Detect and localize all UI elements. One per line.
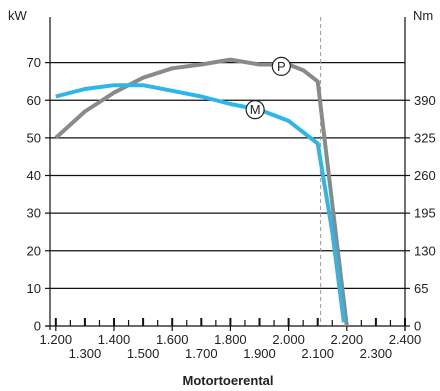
x-axis-tick-label: 1.300 bbox=[69, 346, 102, 361]
right-axis-tick-label: 130 bbox=[414, 243, 436, 258]
x-axis-label: Motortoerental bbox=[183, 373, 274, 388]
x-axis-tick-label: 1.800 bbox=[214, 332, 247, 347]
right-axis-tick-label: 325 bbox=[414, 130, 436, 145]
x-axis-tick-label: 2.100 bbox=[301, 346, 334, 361]
x-axis-tick-label: 1.700 bbox=[185, 346, 218, 361]
series-line-m bbox=[55, 83, 346, 323]
left-axis-tick-label: 60 bbox=[27, 93, 41, 108]
x-axis-tick-label: 2.000 bbox=[272, 332, 305, 347]
left-axis-unit: kW bbox=[8, 8, 28, 23]
left-axis-tick-label: 0 bbox=[34, 319, 41, 334]
series-marker-label-m: M bbox=[250, 102, 261, 117]
series-marker-m bbox=[245, 100, 265, 120]
left-axis-tick-label: 70 bbox=[27, 55, 41, 70]
left-axis-tick-label: 10 bbox=[27, 281, 41, 296]
x-axis-tick-label: 1.200 bbox=[40, 332, 73, 347]
x-axis-tick-label: 2.200 bbox=[331, 332, 364, 347]
left-axis-tick-label: 20 bbox=[27, 243, 41, 258]
x-axis-tick-label: 2.300 bbox=[360, 346, 393, 361]
right-axis-tick-label: 195 bbox=[414, 206, 436, 221]
x-axis-tick-label: 1.400 bbox=[98, 332, 131, 347]
right-axis-tick-label: 65 bbox=[414, 281, 428, 296]
x-axis-tick-label: 1.900 bbox=[243, 346, 276, 361]
x-axis-tick-label: 2.400 bbox=[389, 332, 422, 347]
x-axis-tick-label: 1.600 bbox=[156, 332, 189, 347]
left-axis-tick-label: 40 bbox=[27, 168, 41, 183]
left-axis-tick-label: 30 bbox=[27, 206, 41, 221]
left-axis-tick-label: 50 bbox=[27, 130, 41, 145]
right-axis-unit: Nm bbox=[413, 8, 433, 23]
series-marker-label-p: P bbox=[277, 59, 286, 74]
series-marker-p bbox=[271, 56, 291, 76]
series bbox=[54, 57, 349, 327]
x-axis-tick-label: 1.500 bbox=[127, 346, 160, 361]
series-line-p bbox=[54, 57, 349, 327]
right-axis-tick-label: 0 bbox=[414, 319, 421, 334]
right-axis-tick-label: 260 bbox=[414, 168, 436, 183]
right-axis-tick-label: 390 bbox=[414, 93, 436, 108]
gridlines bbox=[50, 17, 405, 326]
